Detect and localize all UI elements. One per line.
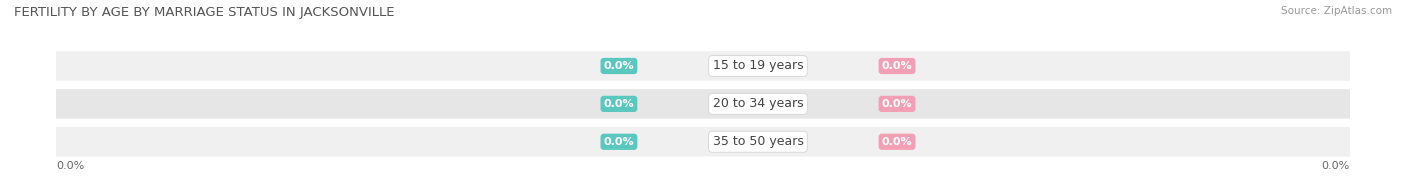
Text: 35 to 50 years: 35 to 50 years: [713, 135, 803, 148]
Text: 15 to 19 years: 15 to 19 years: [713, 60, 803, 73]
Text: 0.0%: 0.0%: [882, 99, 912, 109]
FancyBboxPatch shape: [31, 89, 1375, 119]
Text: 0.0%: 0.0%: [882, 137, 912, 147]
Text: 0.0%: 0.0%: [603, 61, 634, 71]
Text: FERTILITY BY AGE BY MARRIAGE STATUS IN JACKSONVILLE: FERTILITY BY AGE BY MARRIAGE STATUS IN J…: [14, 6, 395, 19]
Text: 0.0%: 0.0%: [56, 161, 84, 171]
Text: 20 to 34 years: 20 to 34 years: [713, 97, 803, 110]
Text: 0.0%: 0.0%: [603, 137, 634, 147]
Text: 0.0%: 0.0%: [603, 99, 634, 109]
Text: 0.0%: 0.0%: [882, 61, 912, 71]
FancyBboxPatch shape: [31, 51, 1375, 81]
Text: 0.0%: 0.0%: [1322, 161, 1350, 171]
FancyBboxPatch shape: [31, 127, 1375, 157]
Text: Source: ZipAtlas.com: Source: ZipAtlas.com: [1281, 6, 1392, 16]
